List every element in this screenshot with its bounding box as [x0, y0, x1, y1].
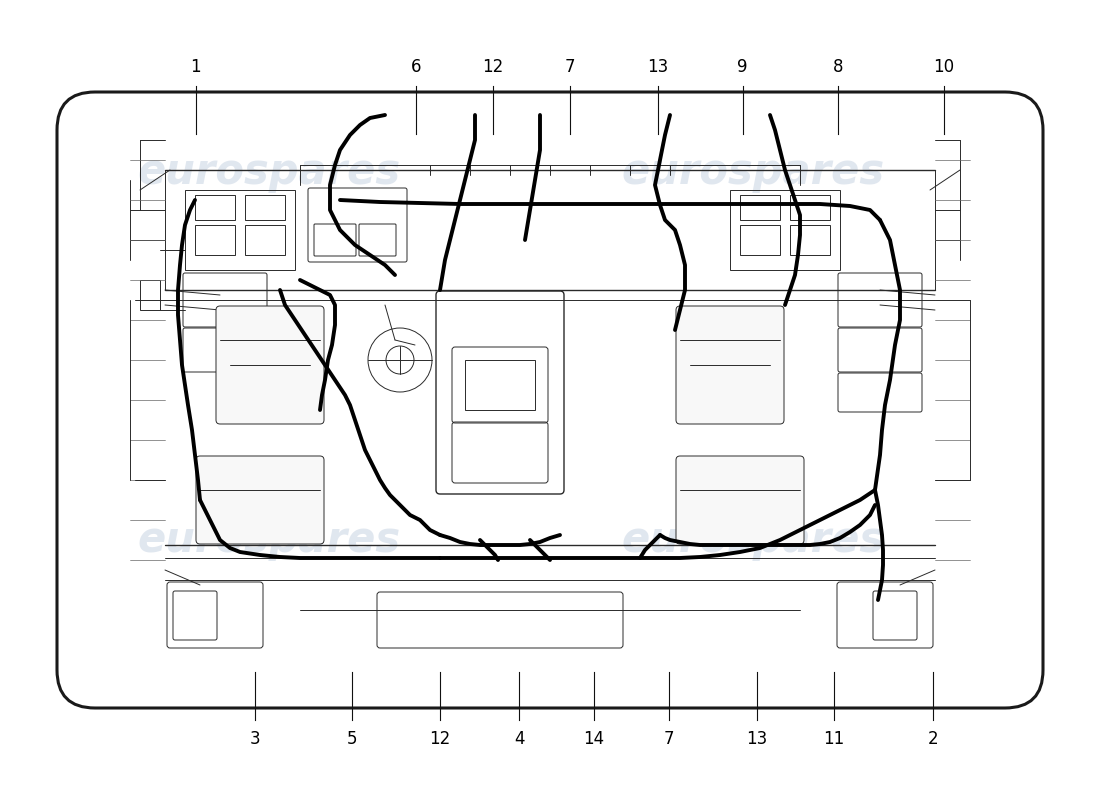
- Text: 2: 2: [927, 730, 938, 747]
- Bar: [465, 360, 535, 410]
- Text: 7: 7: [564, 58, 575, 76]
- Text: 1: 1: [190, 58, 201, 76]
- Bar: [140, 280, 159, 310]
- Text: eurospares: eurospares: [138, 519, 402, 561]
- Text: 4: 4: [514, 730, 525, 747]
- FancyBboxPatch shape: [676, 306, 784, 424]
- Text: 10: 10: [933, 58, 955, 76]
- Text: eurospares: eurospares: [621, 519, 886, 561]
- Text: 3: 3: [250, 730, 261, 747]
- Bar: [730, 190, 840, 270]
- FancyBboxPatch shape: [676, 456, 804, 544]
- Bar: [245, 225, 285, 255]
- FancyBboxPatch shape: [196, 456, 324, 544]
- Bar: [740, 195, 780, 220]
- Bar: [185, 190, 295, 270]
- Text: 5: 5: [346, 730, 358, 747]
- Text: 12: 12: [482, 58, 504, 76]
- Text: 7: 7: [663, 730, 674, 747]
- Bar: [245, 195, 285, 220]
- Text: eurospares: eurospares: [621, 151, 886, 193]
- Bar: [790, 195, 830, 220]
- Text: 14: 14: [583, 730, 605, 747]
- Text: 12: 12: [429, 730, 451, 747]
- Text: eurospares: eurospares: [138, 151, 402, 193]
- Text: 11: 11: [823, 730, 845, 747]
- Bar: [195, 195, 235, 220]
- Bar: [740, 225, 780, 255]
- Text: 6: 6: [410, 58, 421, 76]
- Bar: [790, 225, 830, 255]
- Text: 13: 13: [746, 730, 768, 747]
- Bar: [195, 225, 235, 255]
- Text: 9: 9: [737, 58, 748, 76]
- Text: 13: 13: [647, 58, 669, 76]
- FancyBboxPatch shape: [216, 306, 324, 424]
- Text: 8: 8: [833, 58, 844, 76]
